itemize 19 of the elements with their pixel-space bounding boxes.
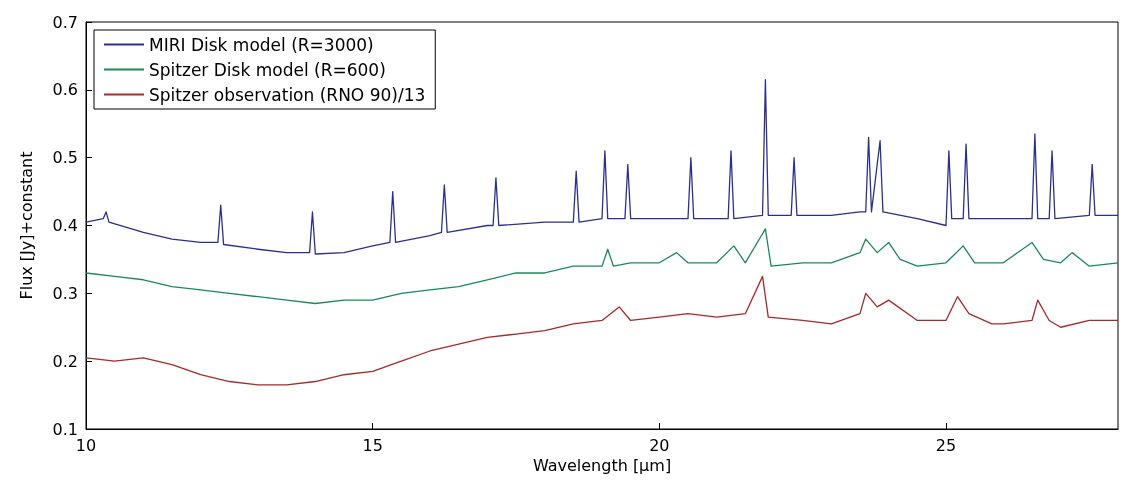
y-axis-title: Flux [Jy]+constant	[16, 151, 36, 300]
x-tick-label: 10	[75, 435, 97, 455]
line-series	[85, 228, 1119, 305]
y-tick-label: 0.1	[52, 419, 78, 439]
y-tick-label: 0.4	[52, 216, 78, 235]
y-tick-label: 0.5	[52, 148, 78, 168]
line-series	[85, 275, 1119, 386]
y-tick-label: 0.3	[52, 283, 78, 303]
x-tick-label: 25	[935, 435, 957, 455]
y-tick-label: 0.6	[52, 80, 78, 100]
legend-label: Spitzer observation (RNO 90)/13	[149, 84, 426, 105]
x-axis-title: Wavelength [μm]	[532, 456, 672, 476]
y-tick-label: 0.7	[52, 12, 78, 32]
line-series	[85, 79, 1119, 255]
x-tick-label: 15	[362, 435, 383, 455]
legend-label: MIRI Disk model (R=3000)	[149, 34, 374, 55]
x-tick-label: 20	[649, 435, 670, 455]
y-tick-label: 0.2	[52, 351, 78, 371]
legend-label: Spitzer Disk model (R=600)	[149, 59, 386, 80]
